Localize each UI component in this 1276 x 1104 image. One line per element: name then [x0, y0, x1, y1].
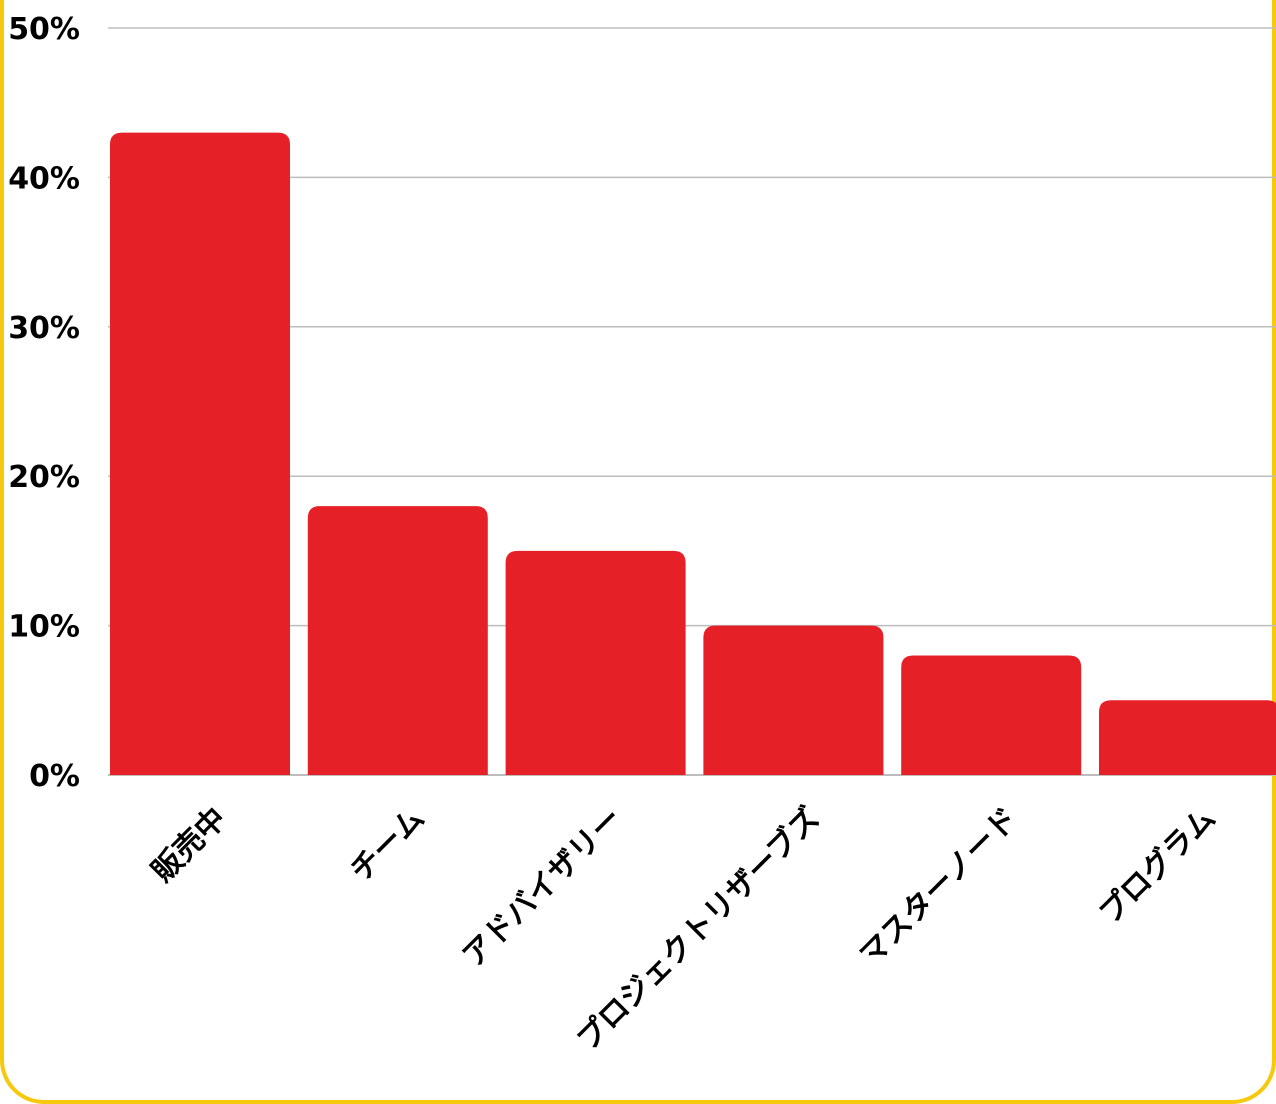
gridlines — [108, 27, 1276, 776]
x-category-label: アドバイザリー — [456, 801, 629, 974]
y-tick-label: 10% — [8, 610, 80, 645]
y-tick-label: 30% — [8, 311, 80, 346]
bar-0 — [110, 132, 290, 775]
bar-2 — [505, 550, 686, 775]
bar-1 — [307, 506, 488, 775]
y-tick-label: 0% — [29, 759, 80, 794]
y-tick-label: 50% — [8, 12, 80, 47]
x-category-label: マスターノード — [853, 801, 1025, 973]
bar-5 — [1099, 700, 1276, 775]
x-category-label: プログラム — [1092, 801, 1222, 931]
bar-3 — [703, 625, 884, 775]
bar-4 — [901, 655, 1082, 775]
bars — [110, 132, 1276, 775]
x-category-label: 販売中 — [145, 801, 233, 889]
y-tick-label: 20% — [8, 460, 80, 495]
y-axis-ticks: 0% 10% 20% 30% 40% 50% — [8, 12, 80, 794]
x-category-label: チーム — [344, 801, 432, 889]
y-tick-label: 40% — [8, 161, 80, 196]
